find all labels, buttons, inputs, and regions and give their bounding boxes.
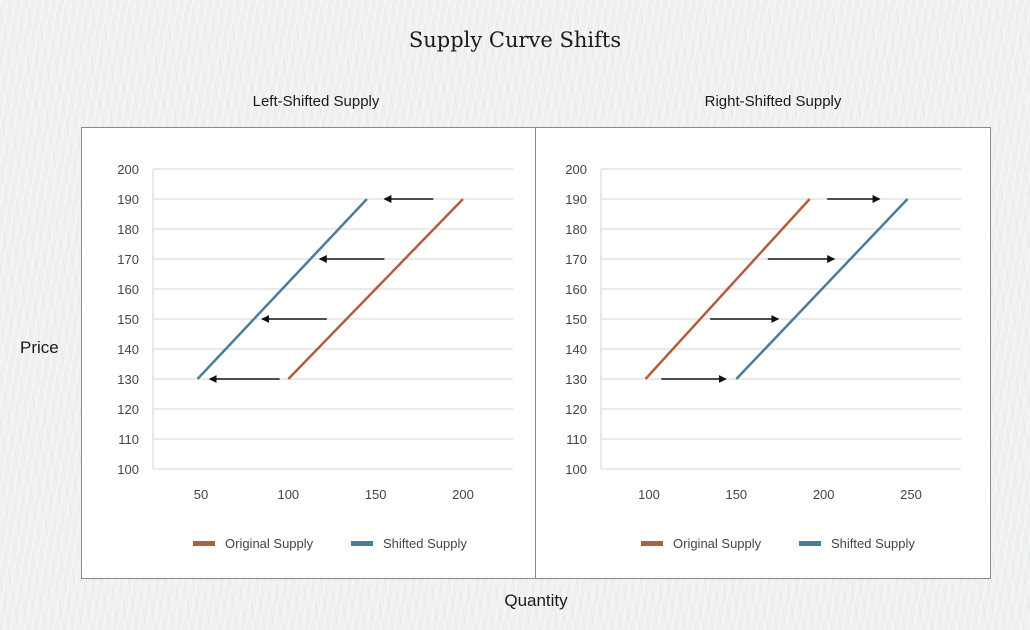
- shifted-supply-line: [735, 198, 909, 380]
- y-tick-label: 170: [565, 252, 587, 267]
- legend-label-original: Original Supply: [225, 536, 314, 551]
- y-tick-label: 110: [118, 432, 139, 447]
- legend-label-shifted: Shifted Supply: [831, 536, 915, 551]
- y-tick-label: 200: [117, 162, 139, 177]
- original-supply-line: [287, 198, 464, 380]
- x-tick-label: 50: [194, 487, 208, 502]
- legend-swatch-shifted: [351, 541, 373, 546]
- x-axis-label: Quantity: [504, 591, 568, 610]
- y-tick-label: 160: [565, 282, 587, 297]
- y-tick-label: 180: [565, 222, 587, 237]
- x-tick-label: 200: [452, 487, 474, 502]
- legend-label-shifted: Shifted Supply: [383, 536, 467, 551]
- y-tick-label: 180: [117, 222, 139, 237]
- x-tick-label: 100: [277, 487, 299, 502]
- x-tick-label: 200: [813, 487, 835, 502]
- y-tick-label: 150: [565, 312, 587, 327]
- right-panel-subtitle: Right-Shifted Supply: [704, 93, 842, 110]
- panel-divider: [535, 127, 536, 578]
- y-tick-label: 190: [565, 192, 587, 207]
- y-tick-label: 150: [117, 312, 139, 327]
- y-axis-label: Price: [20, 338, 59, 357]
- original-supply-line: [644, 198, 811, 380]
- x-tick-label: 150: [365, 487, 387, 502]
- y-tick-label: 170: [117, 252, 139, 267]
- chart-title: Supply Curve Shifts: [408, 28, 622, 52]
- y-tick-label: 130: [117, 372, 139, 387]
- legend-swatch-original: [641, 541, 663, 546]
- x-tick-label: 150: [725, 487, 747, 502]
- y-tick-label: 120: [565, 402, 587, 417]
- left-panel-subtitle: Left-Shifted Supply: [252, 93, 380, 110]
- legend-swatch-original: [193, 541, 215, 546]
- shifted-supply-line: [196, 198, 368, 380]
- right-panel-plot: 100 110 120 130 140 150 160 170 180 190 200 100 150 2…: [565, 162, 961, 551]
- y-tick-label: 140: [565, 342, 587, 357]
- y-tick-label: 110: [566, 432, 587, 447]
- x-tick-label: 100: [638, 487, 660, 502]
- legend-swatch-shifted: [799, 541, 821, 546]
- y-tick-label: 190: [117, 192, 139, 207]
- x-tick-label: 250: [900, 487, 922, 502]
- y-tick-label: 140: [117, 342, 139, 357]
- y-tick-label: 200: [565, 162, 587, 177]
- y-tick-label: 120: [117, 402, 139, 417]
- y-tick-label: 130: [565, 372, 587, 387]
- chart-frame: [81, 127, 991, 579]
- legend-label-original: Original Supply: [673, 536, 762, 551]
- y-tick-label: 160: [117, 282, 139, 297]
- left-panel-plot: 100 110 120 130 140 150 160 170 180 190 200 50 100 15…: [117, 162, 513, 551]
- y-tick-label: 100: [565, 462, 587, 477]
- y-tick-label: 100: [117, 462, 139, 477]
